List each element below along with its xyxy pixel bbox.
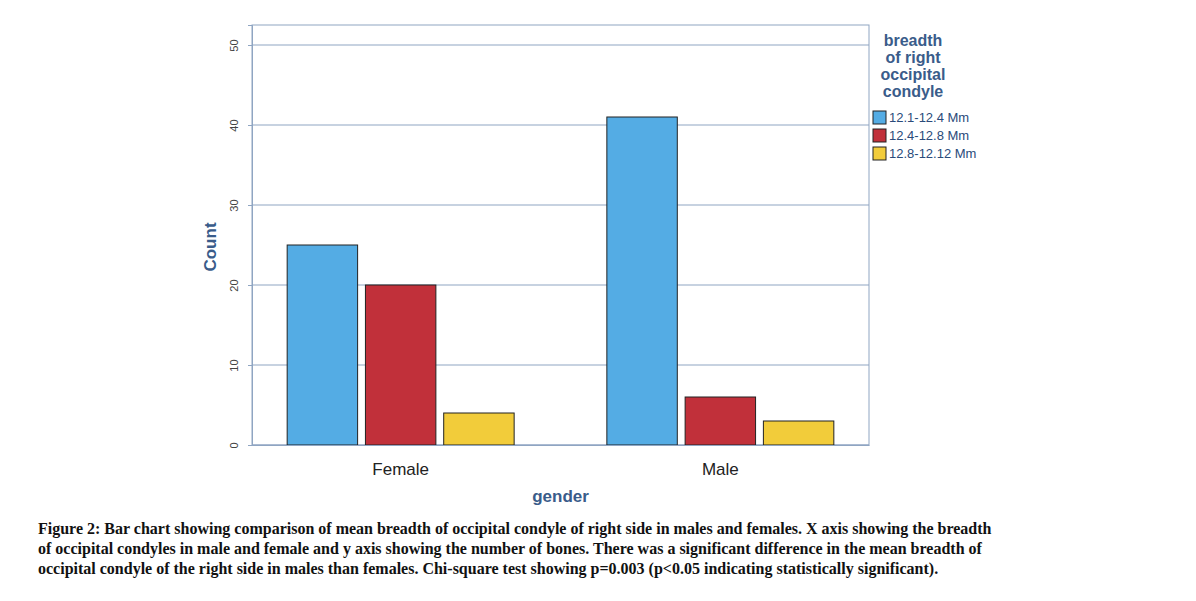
y-tick: 50 [228, 39, 252, 51]
caption-line: Figure 2: Bar chart showing comparison o… [38, 520, 992, 538]
y-tick-label: 10 [228, 359, 240, 371]
caption-line: of occipital condyles in male and female… [38, 540, 983, 558]
x-tick: Female [372, 445, 429, 479]
x-tick-label: Female [372, 460, 429, 479]
y-tick-mark [248, 365, 252, 366]
grid-line [252, 45, 869, 46]
x-axis-line [253, 445, 870, 446]
legend-title: occipital [881, 66, 946, 83]
y-tick: 20 [228, 279, 252, 291]
legend-title: breadth [884, 32, 943, 49]
grid-line [252, 205, 869, 206]
legend-label: 12.4-12.8 Mm [889, 128, 969, 143]
y-tick-mark [248, 205, 252, 206]
y-tick: 0 [228, 442, 252, 448]
y-tick-label: 20 [228, 279, 240, 291]
x-tick-label: Male [702, 460, 739, 479]
bar [365, 285, 435, 445]
y-tick-mark [248, 285, 252, 286]
y-tick: 10 [228, 359, 252, 371]
y-axis-title: Count [201, 222, 220, 271]
bar [763, 421, 833, 445]
bars [287, 117, 834, 445]
legend-label: 12.8-12.12 Mm [889, 146, 976, 161]
x-axis: Female Male [253, 445, 870, 479]
caption-line: occipital condyle of the right side in m… [38, 560, 938, 578]
y-tick: 40 [228, 119, 252, 131]
y-axis: 0 10 20 30 40 50 [228, 26, 253, 449]
y-tick-label: 30 [228, 199, 240, 211]
y-tick: 30 [228, 199, 252, 211]
y-tick-label: 40 [228, 119, 240, 131]
legend-title: of right [885, 49, 941, 66]
legend: breadthof rightoccipitalcondyle 12.1-12.4… [873, 32, 976, 161]
legend-swatch [873, 129, 886, 142]
plot-frame [252, 25, 869, 445]
bar [444, 413, 514, 445]
legend-swatch [873, 111, 886, 124]
y-tick-mark [248, 445, 252, 446]
y-axis-line [248, 26, 253, 446]
legend-title: condyle [883, 83, 944, 100]
grid-line [252, 125, 869, 126]
grid [252, 45, 869, 445]
chart: 01020304050FemaleMalegenderCountbreadtho… [0, 0, 1196, 601]
legend-swatch [873, 147, 886, 160]
x-tick: Male [702, 445, 739, 479]
bar [287, 245, 357, 445]
bar [685, 397, 755, 445]
y-tick-mark [248, 125, 252, 126]
x-axis-title: gender [532, 487, 589, 506]
legend-label: 12.1-12.4 Mm [889, 110, 969, 125]
bar [607, 117, 677, 445]
y-tick-mark [248, 45, 252, 46]
caption: Figure 2: Bar chart showing comparison o… [38, 520, 992, 578]
y-tick-label: 50 [228, 39, 240, 51]
y-tick-label: 0 [228, 442, 240, 448]
